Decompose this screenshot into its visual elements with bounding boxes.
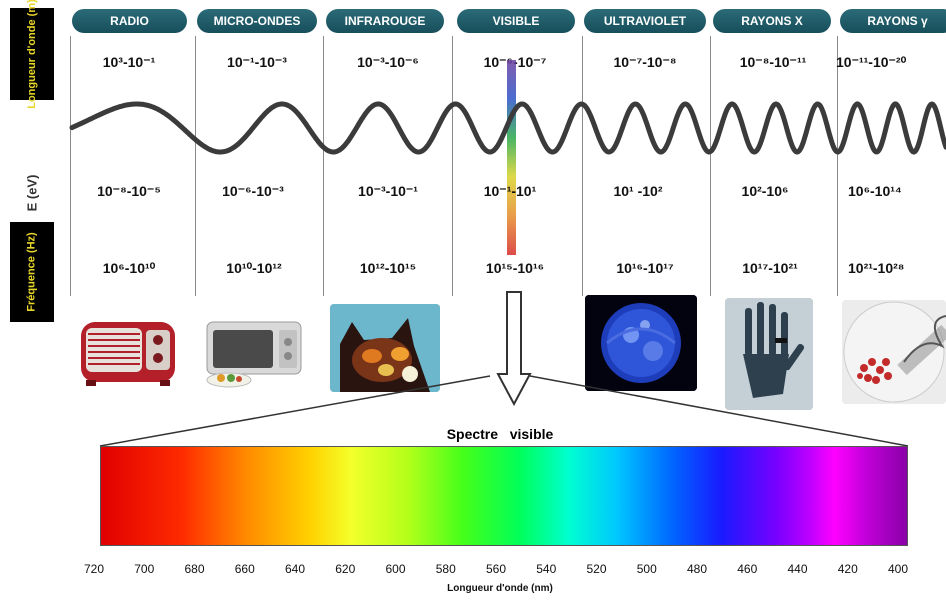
spectrum-tick-label: 640 [284,562,306,576]
column-divider [582,36,583,296]
spectrum-tick-label: 680 [184,562,205,576]
column-divider [837,36,838,296]
frequency-value-rayons-x: 10¹⁷-10²¹ [742,260,798,276]
spectrum-tick-label: 500 [636,562,657,576]
column-divider [70,36,71,296]
energy-value-rayons-gamma: 10⁶-10¹⁴ [848,183,902,199]
spectrum-axis-label: Longueur d'onde (nm) [447,583,553,594]
ultraviolet-sun-image [585,295,697,391]
spectrum-tick-label: 400 [887,562,909,576]
xray-hand-image [725,298,813,410]
energy-value-radio: 10⁻⁸-10⁻⁵ [97,183,161,199]
column-divider [710,36,711,296]
microwave-image [203,318,305,390]
band-header-micro-ondes: MICRO-ONDES [197,9,317,33]
band-header-radio: RADIO [72,9,187,33]
spectrum-tick-label: 600 [385,562,406,576]
frequency-value-infrarouge: 10¹²-10¹⁵ [359,260,417,276]
visible-color-strip [507,60,516,255]
wavelength-value-rayons-x: 10⁻⁸-10⁻¹¹ [739,54,807,70]
frequency-value-visible: 10¹⁵-10¹⁶ [485,260,545,276]
column-divider [452,36,453,296]
spectrum-tick-label: 540 [536,562,557,576]
spectrum-tick-label: 560 [485,562,507,576]
frequency-value-ultraviolet: 10¹⁶-10¹⁷ [616,260,674,276]
column-divider [323,36,324,296]
wavelength-side-label: Longueur d'onde (m) [10,0,54,109]
spectrum-tick-label: 660 [234,562,255,576]
energy-value-rayons-x: 10²-10⁶ [741,183,789,199]
spectrum-tick-label: 720 [83,562,105,576]
spectrum-tick-label: 460 [737,562,758,576]
wavelength-value-rayons-gamma: 10⁻¹¹-10⁻²⁰ [836,54,907,70]
spectrum-tick-label: 580 [435,562,456,576]
frequency-side-label: Fréquence (Hz) [10,222,54,322]
wavelength-value-infrarouge: 10⁻³-10⁻⁶ [357,54,419,70]
spectrum-tick-label: 440 [787,562,808,576]
spectrum-tick-label: 480 [686,562,708,576]
wavelength-value-radio: 10³-10⁻¹ [102,54,156,70]
band-header-rayons-gamma: RAYONS γ [840,9,946,33]
energy-value-ultraviolet: 10¹ -10² [613,183,663,199]
wavelength-value-micro-ondes: 10⁻¹-10⁻³ [227,54,287,70]
wave-line [69,101,946,155]
visible-spectrum-title: Spectre visible [446,426,554,442]
band-header-rayons-x: RAYONS X [713,9,831,33]
spectrum-tick-label: 620 [335,562,356,576]
spectrum-tick-label: 520 [586,562,607,576]
radio-image [78,316,178,388]
energy-value-visible: 10⁻¹-10¹ [483,183,537,199]
frequency-value-rayons-gamma: 10²¹-10²⁸ [848,260,905,276]
energy-value-micro-ondes: 10⁻⁶-10⁻³ [222,183,284,199]
spectrum-tick-label: 700 [134,562,155,576]
down-arrow-icon [496,291,532,407]
band-header-ultraviolet: ULTRAVIOLET [584,9,706,33]
energy-value-infrarouge: 10⁻³-10⁻¹ [358,183,418,199]
gamma-dna-image [842,300,946,404]
frequency-value-radio: 10⁶-10¹⁰ [102,260,156,276]
wavelength-value-ultraviolet: 10⁻⁷-10⁻⁸ [613,54,677,70]
band-header-infrarouge: INFRAROUGE [326,9,444,33]
spectrum-tick-label: 420 [837,562,858,576]
infrared-cat-image [330,304,440,392]
frequency-value-micro-ondes: 10¹⁰-10¹² [226,260,282,276]
column-divider [195,36,196,296]
visible-spectrum-bar [100,446,908,546]
band-header-visible: VISIBLE [457,9,575,33]
